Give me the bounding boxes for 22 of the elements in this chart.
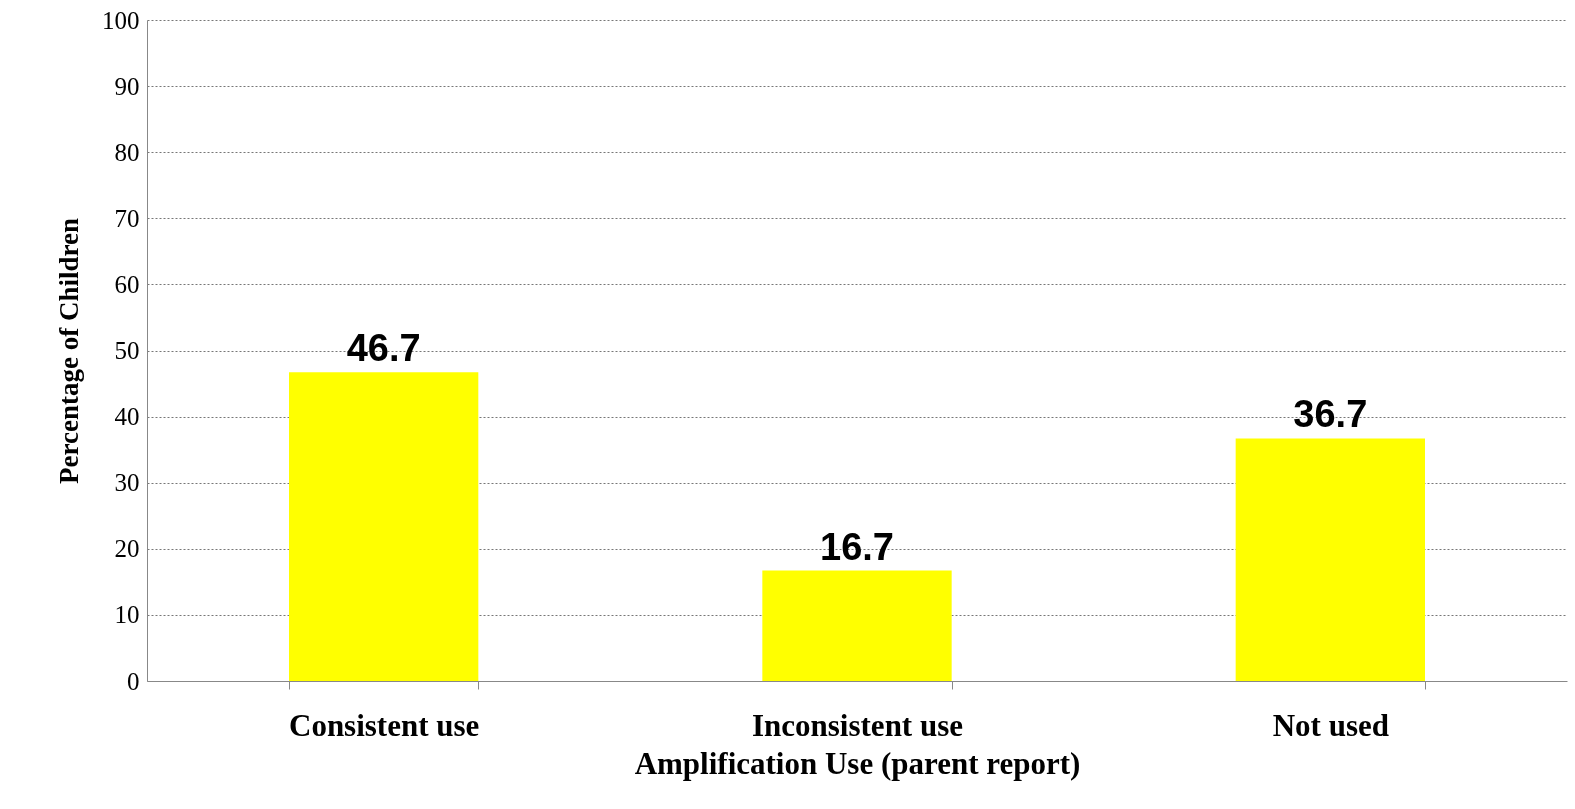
- y-tick-label: 40: [114, 403, 140, 431]
- y-tick-label: 90: [114, 72, 140, 100]
- bar: [289, 372, 479, 681]
- y-tick-label: 60: [114, 270, 140, 298]
- x-tick-label: Not used: [1272, 707, 1389, 743]
- y-tick-label: 50: [114, 337, 140, 364]
- x-tick-label: Consistent use: [288, 707, 480, 743]
- bar: [762, 570, 952, 681]
- y-tick-label: 70: [114, 204, 140, 232]
- y-tick-label: 0: [127, 667, 140, 695]
- y-axis-title: Percentage of Children: [54, 218, 84, 484]
- data-label: 46.7: [346, 327, 421, 370]
- x-axis-title: Amplification Use (parent report): [634, 745, 1081, 781]
- data-label: 16.7: [820, 525, 894, 568]
- y-tick-label: 80: [114, 138, 140, 166]
- y-tick-label: 20: [114, 535, 140, 563]
- bar: [1235, 438, 1425, 681]
- y-tick-label: 30: [114, 469, 140, 497]
- data-label: 36.7: [1293, 393, 1368, 436]
- y-tick-label: 10: [114, 601, 140, 629]
- y-tick-label: 100: [102, 6, 140, 34]
- x-tick-label: Inconsistent use: [751, 707, 964, 743]
